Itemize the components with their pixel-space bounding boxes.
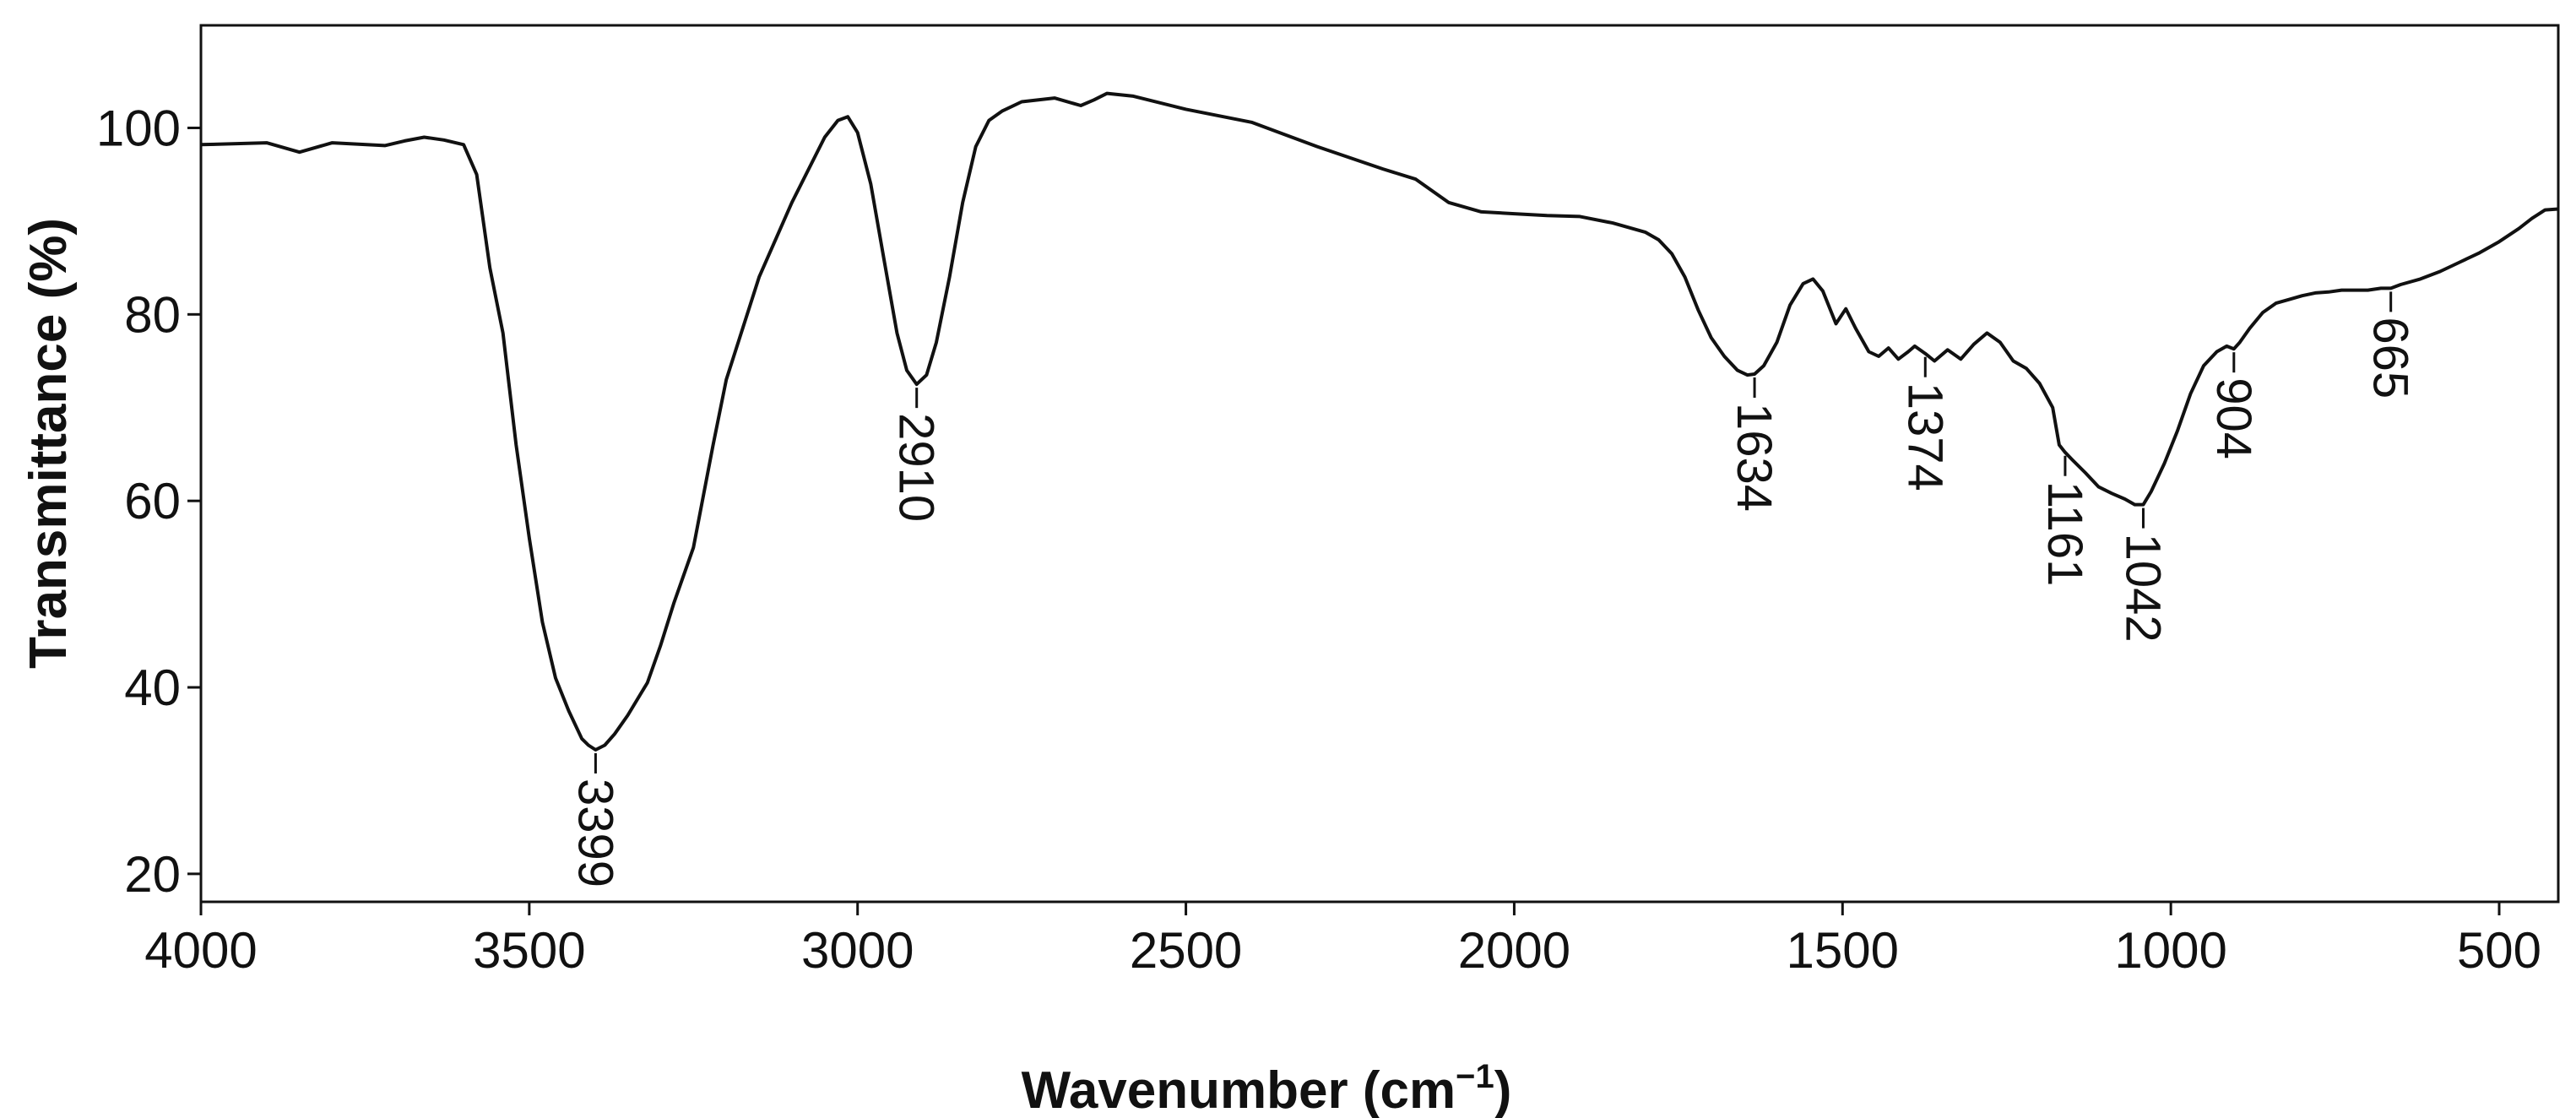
x-tick-label: 2000 — [1458, 922, 1570, 979]
y-tick-label: 80 — [124, 286, 181, 343]
peak-annotations: 3399 2910 1634 1374 1161 1042 904 665 — [567, 291, 2418, 887]
plot-frame — [199, 24, 2560, 904]
y-tick-label: 40 — [124, 659, 181, 716]
peak-label: 1374 — [1897, 383, 1952, 491]
x-tick-label: 1500 — [1787, 922, 1899, 979]
x-tick-label: 4000 — [144, 922, 257, 979]
plot-border — [199, 24, 2560, 904]
series-layer — [200, 91, 2559, 752]
y-axis-title: Transmittance (%) — [19, 218, 78, 669]
x-axis-title: Wavenumber (cm−1) — [1022, 1058, 1512, 1118]
x-axis-ticks: 4000 3500 3000 2500 2000 1500 1000 500 — [144, 902, 2541, 979]
peak-label: 1634 — [1727, 403, 1782, 512]
peak-label: 3399 — [567, 779, 622, 887]
x-axis-title-superscript: −1 — [1456, 1058, 1494, 1095]
y-tick-label: 60 — [124, 473, 181, 529]
x-tick-label: 3500 — [473, 922, 585, 979]
x-tick-label: 2500 — [1130, 922, 1242, 979]
peak-label: 2910 — [889, 413, 944, 522]
peak-label: 904 — [2206, 377, 2261, 459]
y-tick-label: 20 — [124, 846, 181, 903]
x-axis-title-text: Wavenumber (cm — [1022, 1061, 1456, 1118]
y-axis-ticks: 20 40 60 80 100 — [96, 100, 201, 903]
y-tick-label: 100 — [96, 100, 181, 156]
transmittance-series-line — [200, 91, 2559, 752]
x-tick-label: 500 — [2457, 922, 2541, 979]
peak-label: 1042 — [2116, 534, 2171, 643]
peak-label: 1161 — [2037, 481, 2092, 587]
x-tick-label: 3000 — [801, 922, 914, 979]
x-axis-title-close: ) — [1494, 1061, 1512, 1118]
peak-label: 665 — [2363, 317, 2418, 399]
x-tick-label: 1000 — [2114, 922, 2226, 979]
